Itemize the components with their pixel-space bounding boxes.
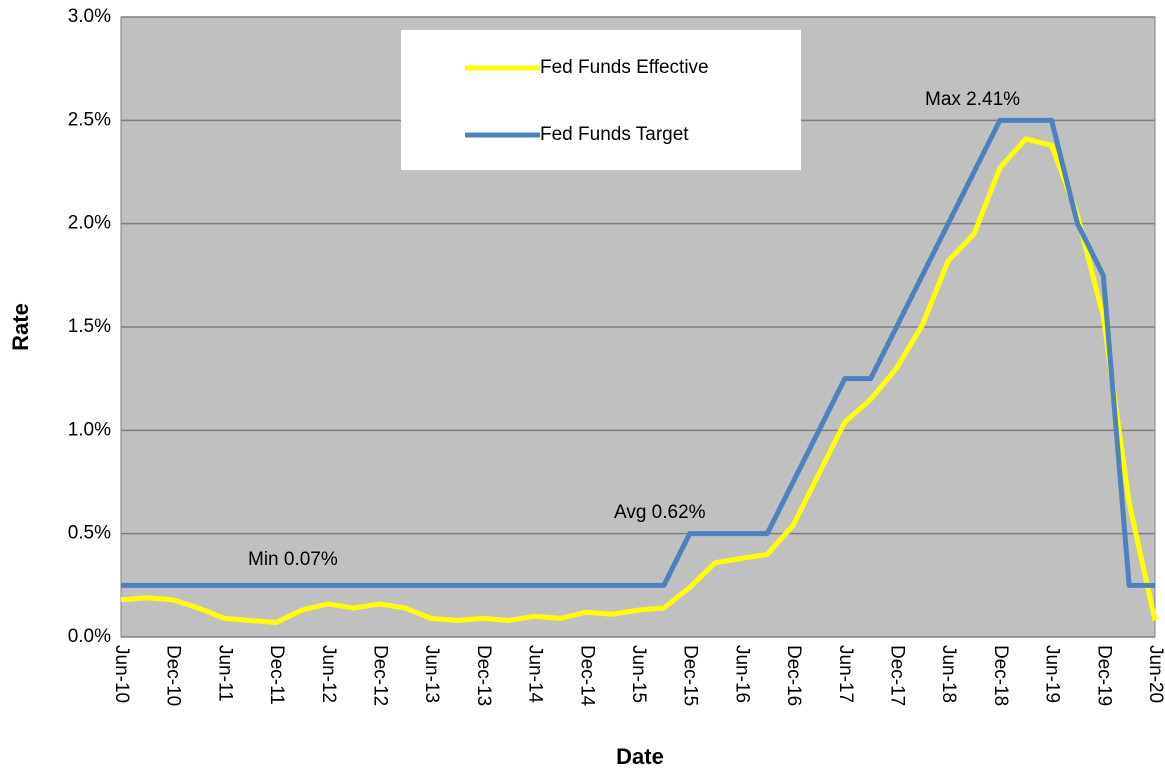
- x-axis-title: Date: [616, 744, 664, 769]
- y-axis-title: Rate: [8, 303, 33, 351]
- y-tick-label: 0.0%: [68, 626, 111, 647]
- x-tick-label: Dec-17: [886, 645, 907, 706]
- y-tick-label: 0.5%: [68, 523, 111, 544]
- legend-box: [401, 30, 801, 170]
- legend-label: Fed Funds Effective: [540, 57, 709, 78]
- annotation: Max 2.41%: [925, 89, 1020, 110]
- x-tick-label: Dec-14: [576, 645, 597, 707]
- y-tick-label: 3.0%: [68, 6, 111, 27]
- x-tick-label: Jun-18: [938, 645, 959, 703]
- x-tick-label: Dec-13: [473, 645, 494, 706]
- x-tick-label: Dec-11: [266, 645, 287, 705]
- x-tick-label: Dec-18: [990, 645, 1011, 706]
- x-tick-label: Jun-20: [1145, 645, 1165, 703]
- y-tick-label: 2.5%: [68, 109, 111, 130]
- x-tick-label: Jun-11: [214, 645, 235, 702]
- x-tick-label: Dec-19: [1093, 645, 1114, 706]
- x-tick-label: Jun-10: [111, 645, 132, 703]
- x-tick-label: Jun-13: [421, 645, 442, 703]
- series-line: [121, 117, 1155, 588]
- series-line: [120, 136, 1158, 626]
- y-tick-label: 1.5%: [68, 316, 111, 337]
- x-tick-label: Dec-15: [680, 645, 701, 706]
- x-tick-label: Jun-16: [731, 645, 752, 703]
- legend-label: Fed Funds Target: [540, 124, 689, 145]
- x-tick-label: Jun-17: [835, 645, 856, 703]
- y-tick-label: 2.0%: [68, 213, 111, 234]
- x-tick-label: Dec-12: [369, 645, 390, 706]
- annotation: Avg 0.62%: [614, 502, 706, 523]
- annotation: Min 0.07%: [248, 549, 338, 570]
- x-tick-label: Jun-12: [318, 645, 339, 703]
- y-tick-label: 1.0%: [68, 419, 111, 440]
- x-tick-label: Dec-10: [163, 645, 184, 706]
- x-tick-label: Jun-15: [628, 645, 649, 703]
- x-tick-label: Dec-16: [783, 645, 804, 706]
- x-tick-label: Jun-14: [525, 645, 546, 704]
- x-tick-label: Jun-19: [1042, 645, 1063, 703]
